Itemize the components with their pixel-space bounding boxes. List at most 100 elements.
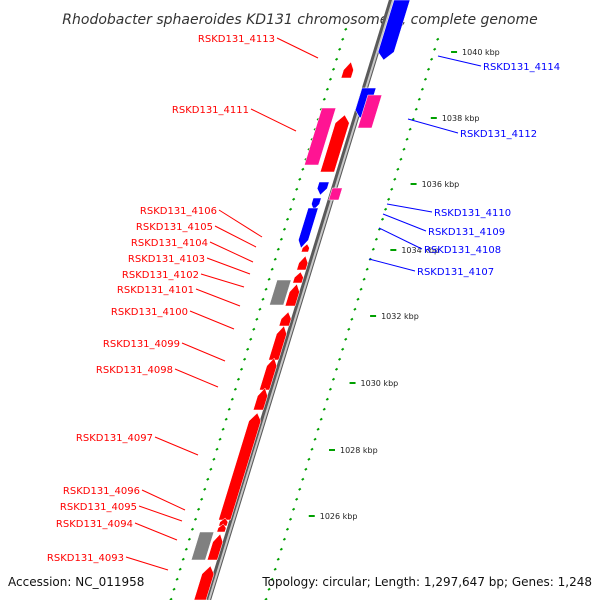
gc-dot bbox=[249, 337, 253, 341]
gene-label-right: RSKD131_4107 bbox=[417, 267, 494, 278]
tick-label: 1026 kbp bbox=[320, 512, 358, 521]
gc-dot bbox=[175, 577, 179, 581]
gc-dot bbox=[282, 227, 287, 231]
gc-dot bbox=[331, 377, 336, 381]
gc-dot bbox=[436, 37, 440, 41]
gc-dot bbox=[267, 587, 271, 591]
gc-dot bbox=[356, 297, 360, 301]
forward-cds-feature bbox=[319, 114, 350, 173]
gc-dot bbox=[243, 357, 247, 361]
forward-cds-feature bbox=[278, 311, 292, 327]
inner-gc-track bbox=[264, 37, 440, 600]
gc-dot bbox=[334, 367, 339, 371]
label-leader bbox=[125, 556, 169, 571]
gene-label-left: RSKD131_4102 bbox=[122, 270, 199, 281]
rna-feature bbox=[328, 187, 343, 201]
gc-dot bbox=[221, 427, 225, 431]
gene-label-right: RSKD131_4108 bbox=[424, 245, 501, 256]
label-leader bbox=[214, 225, 257, 248]
gc-dot bbox=[264, 287, 268, 291]
label-leader bbox=[206, 257, 251, 275]
gc-dot bbox=[350, 317, 354, 321]
gc-dot bbox=[172, 587, 176, 591]
gc-dot bbox=[227, 407, 231, 411]
gc-dot bbox=[344, 27, 348, 31]
label-leader bbox=[407, 118, 459, 134]
feature-track bbox=[190, 0, 411, 600]
gc-dot bbox=[276, 247, 280, 251]
gc-dot bbox=[316, 427, 320, 431]
map-title: Rhodobacter sphaeroides KD131 chromosome… bbox=[62, 12, 537, 28]
gc-dot bbox=[380, 217, 385, 221]
gc-dot bbox=[423, 77, 428, 81]
gc-dot bbox=[239, 367, 244, 371]
reverse-cds-feature bbox=[298, 207, 319, 249]
gc-dot bbox=[371, 247, 375, 251]
gc-dot bbox=[301, 477, 305, 481]
gc-dot bbox=[411, 117, 415, 121]
rna-feature bbox=[357, 94, 383, 129]
gc-dot bbox=[399, 157, 403, 161]
gc-dot bbox=[255, 317, 259, 321]
gene-label-right: RSKD131_4112 bbox=[460, 129, 537, 140]
gc-dot bbox=[209, 467, 213, 471]
other-feature bbox=[269, 279, 292, 306]
gc-dot bbox=[405, 137, 409, 141]
tick-label: 1038 kbp bbox=[442, 114, 480, 123]
gc-dot bbox=[270, 267, 274, 271]
label-leader bbox=[189, 310, 235, 330]
gc-dot bbox=[331, 67, 336, 71]
label-leader bbox=[250, 108, 297, 132]
label-leader bbox=[138, 505, 183, 522]
gc-dot bbox=[387, 197, 391, 201]
forward-cds-feature bbox=[300, 243, 310, 253]
gc-dot bbox=[279, 547, 283, 551]
gene-label-left: RSKD131_4099 bbox=[103, 339, 180, 350]
gc-dot bbox=[307, 457, 311, 461]
gc-dot bbox=[230, 397, 234, 401]
label-leader bbox=[154, 436, 199, 456]
gc-dot bbox=[206, 477, 210, 481]
gene-labels: RSKD131_4113 RSKD131_4111 RSKD131_4106 RSKD… bbox=[47, 34, 560, 571]
gc-dot bbox=[328, 387, 332, 391]
gc-dot bbox=[292, 507, 296, 511]
gene-label-left: RSKD131_4103 bbox=[128, 254, 205, 265]
gene-label-right: RSKD131_4110 bbox=[434, 208, 511, 219]
gc-dot bbox=[301, 167, 305, 171]
gc-dot bbox=[261, 297, 265, 301]
gc-dot bbox=[218, 437, 222, 441]
gc-dot bbox=[215, 447, 219, 451]
gc-dot bbox=[212, 457, 216, 461]
gc-dot bbox=[402, 147, 406, 151]
gene-label-left: RSKD131_4101 bbox=[117, 285, 194, 296]
gc-dot bbox=[279, 237, 283, 241]
gc-dot bbox=[338, 47, 342, 51]
gene-label-left: RSKD131_4113 bbox=[198, 34, 275, 45]
gc-dot bbox=[203, 487, 207, 491]
gene-label-left: RSKD131_4100 bbox=[111, 307, 188, 318]
tick-label: 1036 kbp bbox=[422, 180, 460, 189]
gene-label-left: RSKD131_4098 bbox=[96, 365, 173, 376]
gc-dot bbox=[341, 347, 345, 351]
forward-cds-feature bbox=[296, 255, 309, 271]
genome-summary-text: Topology: circular; Length: 1,297,647 bp… bbox=[261, 575, 592, 589]
gene-label-left: RSKD131_4106 bbox=[140, 206, 217, 217]
gc-dot bbox=[197, 507, 201, 511]
gc-dot bbox=[273, 567, 277, 571]
label-leader bbox=[437, 55, 482, 67]
gene-label-left: RSKD131_4097 bbox=[76, 433, 153, 444]
gc-dot bbox=[246, 347, 250, 351]
gc-dot bbox=[233, 387, 237, 391]
gc-dot bbox=[224, 417, 228, 421]
gc-dot bbox=[322, 97, 326, 101]
gc-dot bbox=[187, 537, 191, 541]
gc-dot bbox=[178, 567, 182, 571]
gc-dot bbox=[310, 447, 314, 451]
forward-cds-feature bbox=[216, 523, 227, 533]
gc-dot bbox=[374, 237, 378, 241]
gene-label-left: RSKD131_4111 bbox=[172, 105, 249, 116]
gc-dot bbox=[430, 57, 434, 61]
gc-dot bbox=[319, 417, 323, 421]
gc-dot bbox=[181, 557, 185, 561]
gc-dot bbox=[252, 327, 256, 331]
